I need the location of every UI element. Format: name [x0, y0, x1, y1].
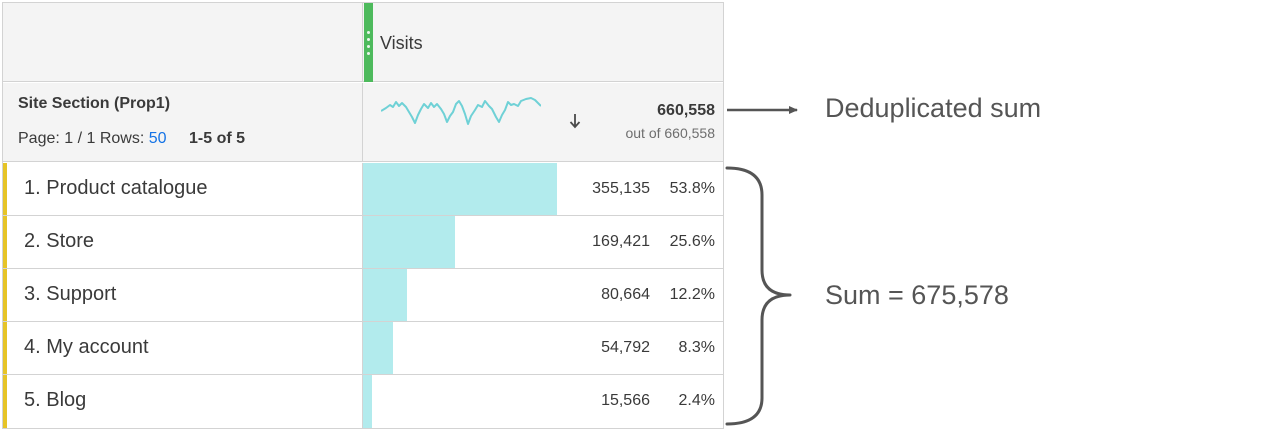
column-divider: [362, 216, 363, 268]
row-percent: 8.3%: [678, 339, 715, 356]
row-label[interactable]: 1. Product catalogue: [24, 177, 208, 199]
row-percent-bar: [363, 269, 407, 321]
rows-label: Rows:: [99, 130, 145, 147]
column-divider: [362, 3, 363, 82]
row-value: 54,792: [601, 339, 650, 356]
dimension-title[interactable]: Site Section (Prop1): [18, 95, 171, 112]
column-divider: [362, 375, 363, 428]
row-value: 15,566: [601, 392, 650, 409]
row-label[interactable]: 3. Support: [24, 283, 117, 305]
freeform-table: Visits Site Section (Prop1) Page: 1 / 1 …: [2, 2, 724, 429]
row-accent: [3, 163, 7, 215]
table-row[interactable]: 2. Store 169,421 25.6%: [3, 216, 723, 269]
row-percent-bar: [363, 375, 372, 428]
brace-icon: [725, 166, 792, 426]
row-percent: 53.8%: [669, 180, 715, 197]
annotation-sum: Sum = 675,578: [825, 280, 1009, 310]
rows-per-page-select[interactable]: 50: [148, 130, 167, 147]
arrow-down-icon[interactable]: [569, 113, 581, 134]
row-value: 80,664: [601, 286, 650, 303]
grip-dot-icon: [367, 45, 370, 48]
table-row[interactable]: 1. Product catalogue 355,135 53.8%: [3, 163, 723, 216]
row-label[interactable]: 5. Blog: [24, 389, 87, 411]
column-divider: [362, 163, 363, 215]
row-value: 169,421: [592, 233, 650, 250]
row-percent-bar: [363, 322, 393, 374]
row-accent: [3, 216, 7, 268]
table-row[interactable]: 4. My account 54,792 8.3%: [3, 322, 723, 375]
metric-total: 660,558: [657, 102, 715, 119]
grip-dot-icon: [367, 38, 370, 41]
metric-total-out-of: out of 660,558: [625, 125, 715, 141]
row-percent: 2.4%: [678, 392, 715, 409]
metric-drag-handle[interactable]: [364, 3, 373, 82]
row-label[interactable]: 4. My account: [24, 336, 149, 358]
row-range: 1-5 of 5: [189, 130, 246, 147]
column-header: Visits: [3, 3, 723, 82]
annotation-deduplicated-sum: Deduplicated sum: [825, 93, 1042, 123]
row-percent: 12.2%: [669, 286, 715, 303]
row-percent: 25.6%: [669, 233, 715, 250]
sparkline-line: [381, 97, 541, 125]
row-percent-bar: [363, 216, 455, 268]
sparkline-chart: [381, 97, 541, 125]
table-row[interactable]: 3. Support 80,664 12.2%: [3, 269, 723, 322]
grip-dot-icon: [367, 31, 370, 34]
page-label: Page: 1 / 1: [18, 130, 96, 147]
row-accent: [3, 269, 7, 321]
metric-column-title[interactable]: Visits: [380, 33, 423, 53]
row-value: 355,135: [592, 180, 650, 197]
column-divider: [362, 83, 363, 162]
summary-row: Site Section (Prop1) Page: 1 / 1 Rows: 5…: [3, 83, 723, 162]
row-accent: [3, 375, 7, 428]
row-label[interactable]: 2. Store: [24, 230, 95, 252]
grip-dot-icon: [367, 52, 370, 55]
column-divider: [362, 322, 363, 374]
table-row[interactable]: 5. Blog 15,566 2.4%: [3, 375, 723, 428]
column-divider: [362, 269, 363, 321]
row-percent-bar: [363, 163, 557, 215]
pagination: Page: 1 / 1 Rows: 50 1-5 of 5: [18, 130, 245, 148]
row-accent: [3, 322, 7, 374]
